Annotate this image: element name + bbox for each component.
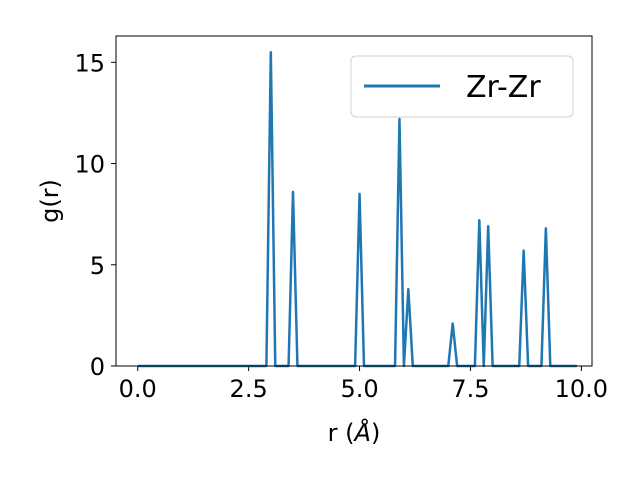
y-axis-ticks: 0 5 10 15	[74, 49, 116, 381]
y-tick-label: 5	[90, 252, 105, 280]
legend-label: Zr-Zr	[466, 70, 541, 105]
data-point	[452, 322, 454, 325]
x-tick-label: 10.0	[555, 375, 608, 403]
data-point	[545, 227, 547, 229]
y-tick-label: 15	[74, 49, 105, 77]
y-tick-label: 0	[90, 353, 105, 381]
y-tick-label: 10	[74, 151, 105, 179]
legend: Zr-Zr	[350, 55, 574, 118]
y-axis-label: g(r)	[36, 179, 64, 223]
data-point	[478, 219, 480, 221]
x-axis-ticks: 0.0 2.5 5.0 7.5 10.0	[119, 366, 608, 403]
x-axis-label: r (Å)	[328, 418, 381, 447]
x-tick-label: 0.0	[119, 375, 157, 403]
x-tick-label: 2.5	[230, 375, 268, 403]
data-point	[407, 288, 409, 290]
data-point	[487, 225, 489, 227]
data-point	[358, 193, 361, 195]
x-tick-label: 5.0	[340, 375, 378, 403]
data-point	[292, 191, 294, 193]
x-tick-label: 7.5	[451, 375, 489, 403]
data-point	[398, 118, 401, 120]
data-point	[270, 51, 272, 53]
data-point	[523, 250, 525, 252]
plot-frame	[115, 35, 593, 367]
legend-box	[350, 55, 574, 118]
